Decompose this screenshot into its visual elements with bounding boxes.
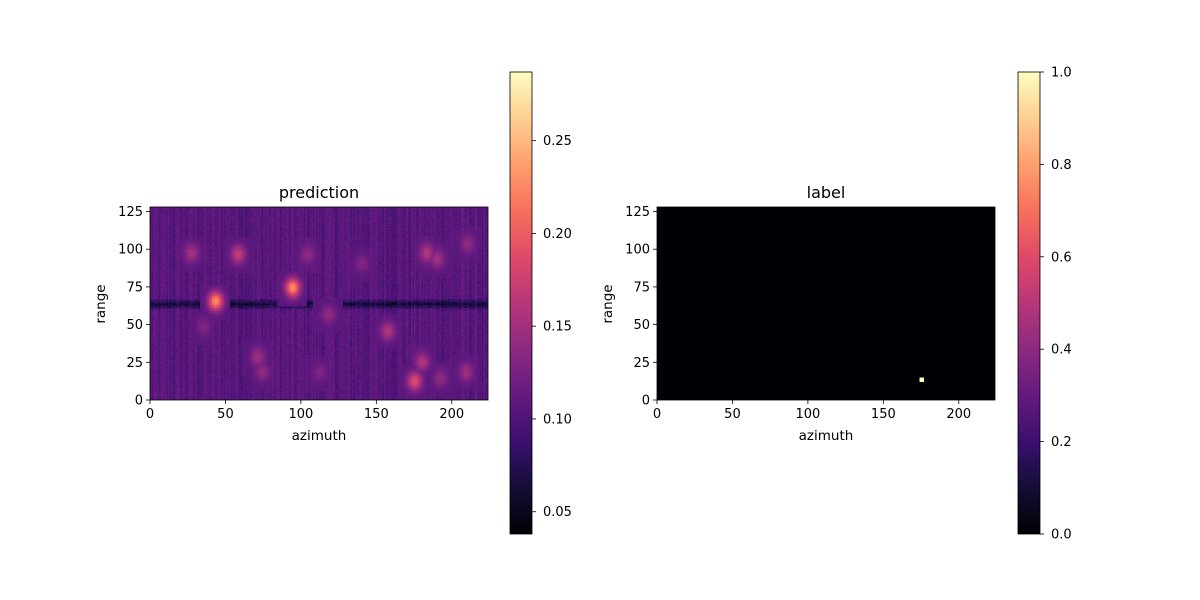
colorbar-tick-label: 0.15: [543, 320, 572, 335]
prediction-xlabel: azimuth: [292, 428, 347, 444]
y-tick-label: 0: [642, 394, 650, 409]
prediction-colorbar-frame: [509, 71, 533, 535]
y-tick-label: 0: [135, 394, 143, 409]
label-heatmap: [657, 207, 995, 400]
colorbar-tick-label: 0.6: [1051, 250, 1072, 265]
y-tick-label: 75: [126, 280, 143, 295]
label-colorbar: [1018, 72, 1040, 534]
prediction-colorbar: [510, 72, 532, 534]
prediction-title: prediction: [279, 183, 359, 202]
label-x-ticks: 0 50 100 150 200: [653, 400, 971, 422]
x-tick-label: 100: [288, 407, 313, 422]
colorbar-tick-label: 0.05: [543, 505, 572, 520]
label-ylabel: range: [600, 284, 616, 323]
prediction-x-ticks: 0 50 100 150 200: [146, 400, 464, 422]
prediction-y-ticks: 0 25 50 75 100 125: [118, 205, 150, 409]
y-tick-label: 125: [625, 205, 650, 220]
prediction-heatmap: [150, 207, 488, 400]
y-tick-label: 25: [126, 356, 143, 371]
colorbar-tick-label: 0.20: [543, 227, 572, 242]
colorbar-tick-label: 0.4: [1051, 343, 1072, 358]
y-tick-label: 100: [118, 243, 143, 258]
label-colorbar-frame: [1017, 71, 1041, 535]
prediction-axes-frame: [149, 206, 489, 401]
colorbar-tick-label: 0.25: [543, 134, 572, 149]
colorbar-tick-label: 0.0: [1051, 528, 1072, 543]
x-tick-label: 50: [217, 407, 234, 422]
label-y-ticks: 0 25 50 75 100 125: [625, 205, 657, 409]
x-tick-label: 0: [146, 407, 154, 422]
colorbar-tick-label: 0.10: [543, 412, 572, 427]
label-axes-frame: [656, 206, 996, 401]
x-tick-label: 200: [439, 407, 464, 422]
x-tick-label: 0: [653, 407, 661, 422]
label-colorbar-ticks: 0.0 0.2 0.4 0.6 0.8 1.0: [1040, 66, 1072, 543]
colorbar-tick-label: 1.0: [1051, 66, 1072, 81]
prediction-ylabel: range: [93, 284, 109, 323]
label-title: label: [807, 183, 846, 202]
prediction-heatmap-fo: [150, 207, 488, 400]
label-panel: label 0 50 100 150 200 0 25 50 75 100 125 azimuth…: [600, 66, 1072, 543]
x-tick-label: 200: [946, 407, 971, 422]
label-xlabel: azimuth: [799, 428, 854, 444]
y-tick-label: 50: [633, 318, 650, 333]
x-tick-label: 50: [724, 407, 741, 422]
x-tick-label: 150: [364, 407, 389, 422]
y-tick-label: 75: [633, 280, 650, 295]
colorbar-tick-label: 0.8: [1051, 158, 1072, 173]
colorbar-tick-label: 0.2: [1051, 435, 1072, 450]
prediction-colorbar-ticks: 0.05 0.10 0.15 0.20 0.25: [532, 134, 572, 520]
y-tick-label: 50: [126, 318, 143, 333]
x-tick-label: 150: [871, 407, 896, 422]
y-tick-label: 25: [633, 356, 650, 371]
prediction-panel: prediction 0 50 100 150 200 0 25 50 75 100 125 az…: [93, 71, 572, 535]
y-tick-label: 125: [118, 205, 143, 220]
x-tick-label: 100: [795, 407, 820, 422]
label-heatmap-fo: [657, 207, 995, 400]
y-tick-label: 100: [625, 243, 650, 258]
